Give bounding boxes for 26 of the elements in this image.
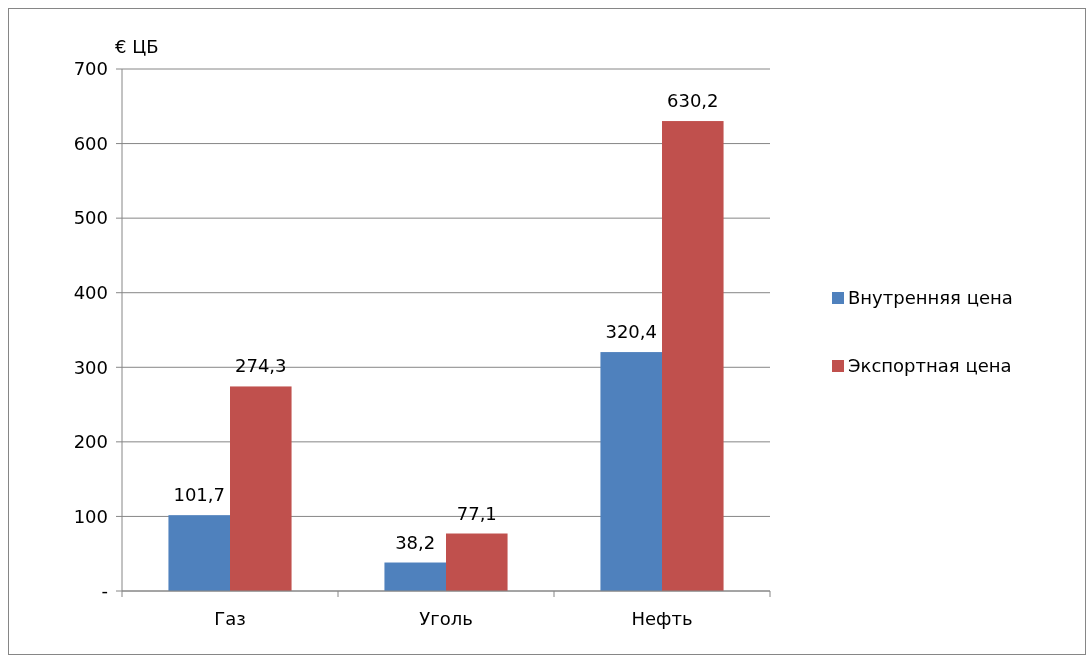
y-tick-label: 100 bbox=[73, 505, 108, 527]
y-tick-label: 500 bbox=[73, 207, 108, 229]
y-tick-label: 200 bbox=[73, 431, 108, 453]
y-tick-label: 700 bbox=[73, 58, 108, 80]
bar bbox=[446, 533, 508, 591]
y-axis-title: € ЦБ bbox=[115, 36, 159, 57]
bar bbox=[168, 515, 230, 591]
bar bbox=[384, 562, 446, 591]
bar bbox=[600, 352, 662, 591]
y-tick-label: - bbox=[101, 580, 108, 602]
data-label: 320,4 bbox=[605, 321, 657, 343]
legend-label: Экспортная цена bbox=[848, 355, 1012, 377]
bar bbox=[662, 121, 724, 591]
legend-label: Внутренняя цена bbox=[848, 287, 1013, 309]
data-label: 38,2 bbox=[395, 531, 436, 553]
data-label: 630,2 bbox=[667, 90, 719, 112]
x-tick-label: Газ bbox=[214, 608, 246, 629]
data-label: 77,1 bbox=[456, 502, 497, 524]
y-tick-label: 600 bbox=[73, 132, 108, 154]
y-tick-label: 400 bbox=[73, 282, 108, 304]
x-tick-label: Уголь bbox=[419, 608, 473, 629]
y-tick-label: 300 bbox=[73, 356, 108, 378]
data-label: 101,7 bbox=[173, 484, 225, 506]
data-label: 274,3 bbox=[235, 355, 287, 377]
bar bbox=[230, 386, 292, 591]
x-tick-label: Нефть bbox=[631, 608, 693, 629]
